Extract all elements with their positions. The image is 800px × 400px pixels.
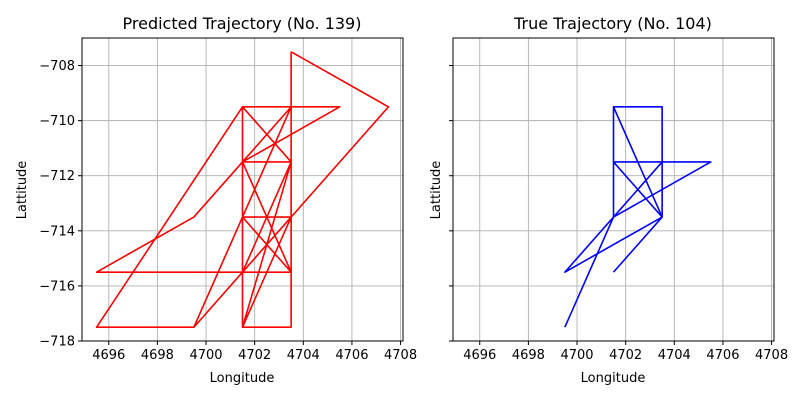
y-tick-label: −716 — [39, 279, 75, 294]
y-tick-label: −712 — [39, 169, 75, 184]
x-tick-label: 4696 — [463, 348, 496, 363]
predicted-trajectory-panel: Predicted Trajectory (No. 139) Longitude… — [15, 14, 417, 386]
x-tick-label: 4706 — [706, 348, 739, 363]
predicted-trajectory-line — [95, 51, 390, 329]
chart-title: Predicted Trajectory (No. 139) — [123, 14, 362, 33]
x-tick-label: 4704 — [287, 348, 320, 363]
y-tick-label: −710 — [39, 114, 75, 129]
x-tick-label: 4708 — [755, 348, 788, 363]
x-tick-label: 4702 — [238, 348, 271, 363]
x-axis-label: Longitude — [581, 371, 646, 386]
x-tick-label: 4702 — [609, 348, 642, 363]
x-tick-label: 4700 — [560, 348, 593, 363]
plot-frame — [81, 37, 404, 342]
x-tick-label: 4696 — [92, 348, 125, 363]
y-tick-label: −714 — [39, 224, 75, 239]
ticks: 4696 4698 4700 4702 4704 4706 4708 — [449, 65, 788, 363]
y-tick-label: −718 — [39, 335, 75, 350]
plot-frame — [452, 37, 775, 342]
y-tick-label: −708 — [39, 59, 75, 74]
x-tick-label: 4704 — [658, 348, 691, 363]
x-axis-label: Longitude — [210, 371, 275, 386]
true-trajectory-line — [564, 106, 712, 328]
x-tick-label: 4708 — [384, 348, 417, 363]
y-axis-label: Lattitude — [429, 161, 444, 220]
y-axis-label: Lattitude — [15, 161, 30, 220]
chart-title: True Trajectory (No. 104) — [513, 14, 712, 33]
x-tick-label: 4698 — [512, 348, 545, 363]
x-tick-label: 4706 — [335, 348, 368, 363]
x-tick-label: 4700 — [189, 348, 222, 363]
ticks: 4696 4698 4700 4702 4704 4706 4708 −718 −716 −714… — [39, 59, 417, 363]
grid — [453, 38, 774, 342]
x-tick-label: 4698 — [141, 348, 174, 363]
true-trajectory-panel: True Trajectory (No. 104) Longitude Latt… — [429, 14, 788, 386]
